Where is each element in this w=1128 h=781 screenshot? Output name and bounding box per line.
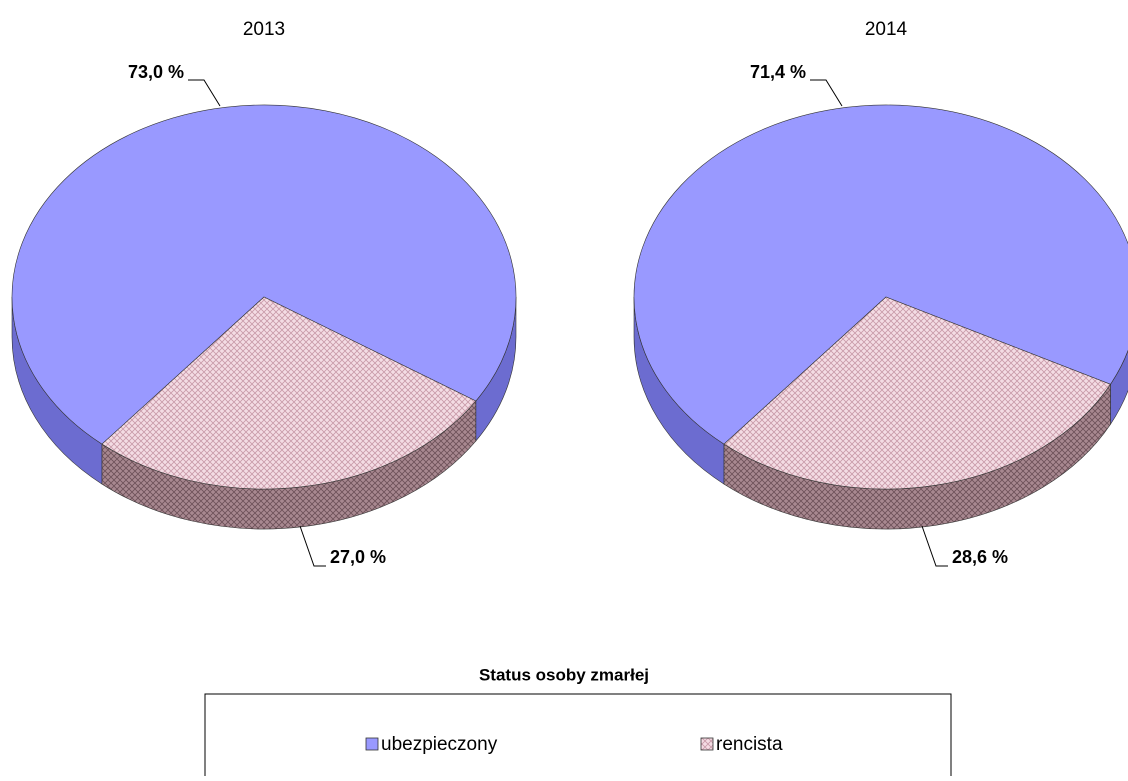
leader-line: [810, 79, 843, 107]
pie-title: 2014: [865, 19, 908, 40]
data-label: 27,0 %: [330, 547, 386, 567]
slice: [633, 104, 1128, 445]
legend-swatch: [700, 737, 714, 751]
data-label: 28,6 %: [952, 547, 1008, 567]
leader-line: [299, 525, 326, 567]
legend-swatch: [365, 737, 379, 751]
slice: [101, 296, 477, 490]
data-label: 71,4 %: [750, 62, 806, 82]
pie-title: 2013: [243, 19, 285, 40]
legend-box: [204, 693, 952, 781]
legend: ubezpieczony rencista: [365, 734, 783, 755]
data-label: 73,0 %: [128, 62, 184, 82]
leader-line: [188, 79, 221, 107]
slice: [11, 104, 517, 445]
legend-label: ubezpieczony: [381, 734, 498, 755]
leader-line: [921, 525, 948, 567]
legend-label: rencista: [716, 734, 783, 755]
legend-title: Status osoby zmarłej: [479, 665, 649, 684]
slice: [723, 296, 1111, 490]
